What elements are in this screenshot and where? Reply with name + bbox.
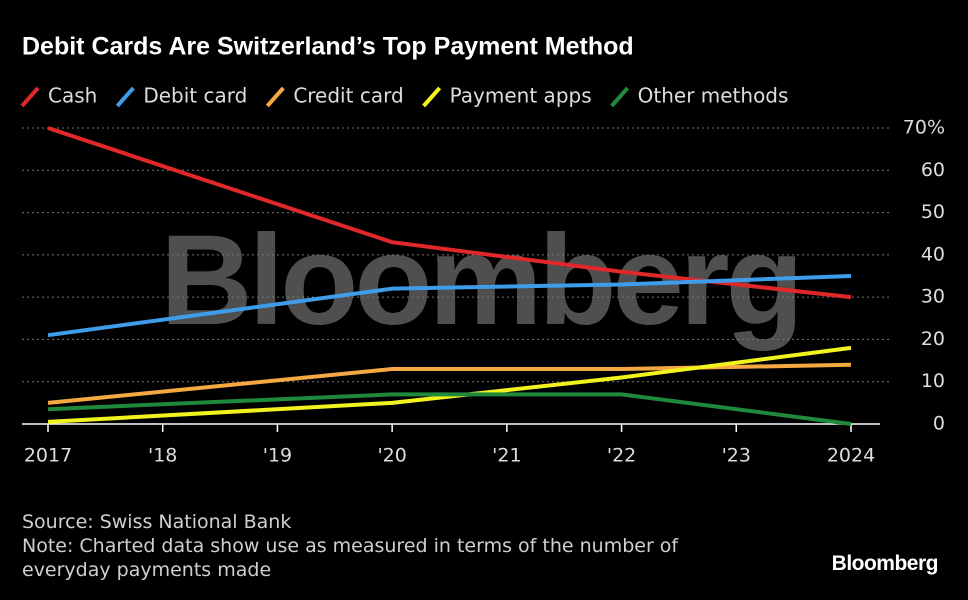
x-tick-label: '23 [722,445,751,467]
y-tick-label: 0 [933,413,945,435]
legend-label: Cash [48,84,97,108]
series-line [47,345,852,424]
x-tick-label: '21 [492,445,521,467]
note: Note: Charted data show use as measured … [22,535,679,581]
legend-label: Payment apps [450,84,592,108]
chart-title: Debit Cards Are Switzerland’s Top Paymen… [22,33,634,61]
logo: Bloomberg [831,552,939,575]
x-tick-label: '20 [377,445,406,467]
x-tick-label: '22 [607,445,636,467]
legend-label: Debit card [143,84,247,108]
y-tick-label: 70% [903,117,945,139]
y-tick-label: 40 [921,243,945,265]
legend-swatch [20,86,40,108]
legend-swatch [265,86,285,108]
series-line [47,392,852,426]
y-tick-label: 10 [921,370,945,392]
y-tick-label: 50 [921,201,945,223]
legend-label: Other methods [638,84,789,108]
series-line [47,362,852,405]
y-tick-label: 20 [921,328,945,350]
y-tick-label: 60 [921,159,945,181]
y-tick-label: 30 [921,286,945,308]
x-tick-label: 2024 [827,445,875,467]
legend-label: Credit card [293,84,403,108]
x-tick-label: '18 [148,445,177,467]
source: Source: Swiss National Bank [22,511,292,533]
legend-swatch [610,86,630,108]
legend-swatch [422,86,442,108]
x-tick-label: '19 [263,445,292,467]
legend-swatch [115,86,135,108]
series-line [47,126,852,300]
x-tick-label: 2017 [24,445,72,467]
series-line [47,274,852,338]
